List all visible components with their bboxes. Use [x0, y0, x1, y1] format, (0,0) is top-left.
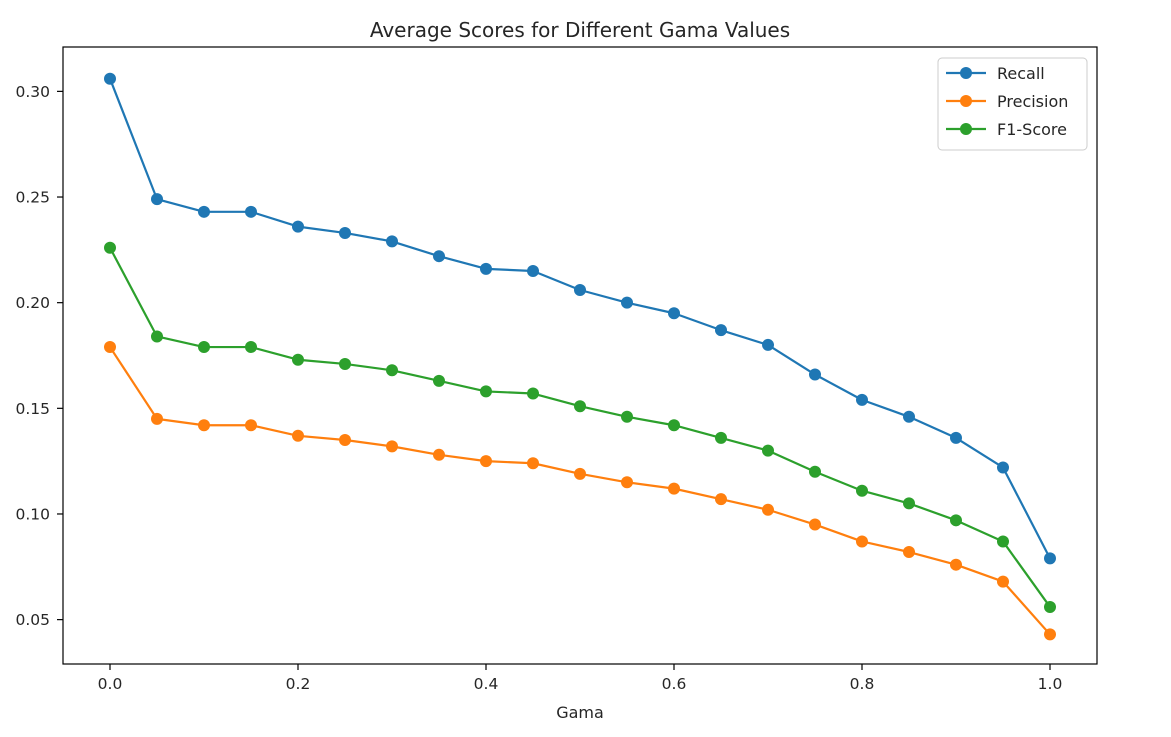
- precision-point: [950, 558, 962, 571]
- f1-score-point: [950, 514, 962, 527]
- axes-frame: [62, 46, 1098, 665]
- precision-point: [527, 457, 539, 470]
- y-tick-label: 0.10: [15, 505, 50, 523]
- f1-score-point: [292, 353, 304, 366]
- recall-point: [386, 235, 398, 248]
- f1-score-point: [668, 419, 680, 432]
- precision-point: [809, 518, 821, 531]
- x-tick-label: 0.8: [850, 675, 875, 693]
- y-tick-label: 0.25: [15, 189, 50, 207]
- recall-point: [292, 220, 304, 233]
- recall-point: [668, 307, 680, 320]
- legend-f1-score-label: F1-Score: [997, 120, 1067, 139]
- recall-point: [480, 262, 492, 275]
- recall-point: [950, 431, 962, 444]
- plot-area: [104, 72, 1056, 641]
- precision-point: [198, 419, 210, 432]
- recall-point: [527, 264, 539, 277]
- f1-score-point: [762, 444, 774, 457]
- chart-title: Average Scores for Different Gama Values: [370, 18, 790, 42]
- x-tick-label: 0.2: [286, 675, 311, 693]
- precision-line: [109, 346, 1051, 636]
- precision-point: [386, 440, 398, 453]
- legend-recall-label: Recall: [997, 64, 1045, 83]
- f1-score-point: [903, 497, 915, 510]
- precision-point: [715, 493, 727, 506]
- recall-point: [621, 296, 633, 309]
- f1-score-point: [997, 535, 1009, 548]
- f1-score-point: [339, 357, 351, 370]
- legend-precision-marker: [960, 95, 972, 107]
- legend-recall-marker: [960, 67, 972, 79]
- f1-score-point: [433, 374, 445, 387]
- precision-point: [574, 467, 586, 480]
- y-tick-label: 0.05: [15, 611, 50, 629]
- recall-point: [245, 205, 257, 218]
- x-axis-label: Gama: [556, 703, 604, 722]
- precision-point: [668, 482, 680, 495]
- recall-point: [903, 410, 915, 423]
- recall-point: [198, 205, 210, 218]
- f1-score-point: [715, 431, 727, 444]
- f1-score-point: [245, 341, 257, 354]
- f1-score-point: [151, 330, 163, 343]
- recall-point: [715, 324, 727, 337]
- x-tick-label: 0.4: [474, 675, 499, 693]
- f1-score-point: [809, 465, 821, 478]
- precision-point: [292, 429, 304, 442]
- precision-point: [245, 419, 257, 432]
- f1-score-point: [104, 241, 116, 254]
- legend-box: [937, 57, 1088, 151]
- precision-point: [903, 546, 915, 559]
- recall-point: [574, 283, 586, 296]
- f1-score-point: [1044, 600, 1056, 613]
- precision-point: [151, 412, 163, 425]
- precision-point: [621, 476, 633, 489]
- precision-point: [856, 535, 868, 548]
- x-tick-label: 0.6: [662, 675, 687, 693]
- precision-point: [480, 455, 492, 468]
- y-tick-label: 0.20: [15, 294, 50, 312]
- recall-line: [108, 78, 1051, 559]
- precision-point: [104, 341, 116, 354]
- precision-point: [997, 575, 1009, 588]
- f1-score-point: [198, 341, 210, 354]
- recall-point: [104, 72, 116, 85]
- f1-score-point: [856, 484, 868, 497]
- legend: Recall Precision F1-Score: [937, 57, 1088, 151]
- recall-point: [433, 250, 445, 263]
- y-tick-label: 0.15: [15, 400, 50, 418]
- recall-point: [856, 393, 868, 406]
- f1-score-point: [527, 387, 539, 400]
- recall-point: [809, 368, 821, 381]
- legend-f1-score-marker: [960, 123, 972, 135]
- y-axis-ticks: 0.05 0.10 0.15 0.20 0.25 0.30: [15, 83, 63, 629]
- f1-score-point: [386, 364, 398, 377]
- recall-point: [339, 226, 351, 239]
- recall-point: [151, 193, 163, 206]
- f1-score-point: [621, 410, 633, 423]
- precision-point: [433, 448, 445, 461]
- x-tick-label: 0.0: [98, 675, 123, 693]
- recall-point: [762, 338, 774, 351]
- y-tick-label: 0.30: [15, 83, 50, 101]
- recall-point: [1044, 552, 1056, 565]
- x-tick-label: 1.0: [1038, 675, 1063, 693]
- recall-point: [997, 461, 1009, 474]
- precision-point: [1044, 628, 1056, 641]
- precision-point: [762, 503, 774, 516]
- f1-score-point: [480, 385, 492, 398]
- x-axis-ticks: 0.0 0.2 0.4 0.6 0.8 1.0: [98, 664, 1063, 693]
- legend-precision-label: Precision: [997, 92, 1068, 111]
- f1-score-point: [574, 400, 586, 413]
- precision-point: [339, 434, 351, 447]
